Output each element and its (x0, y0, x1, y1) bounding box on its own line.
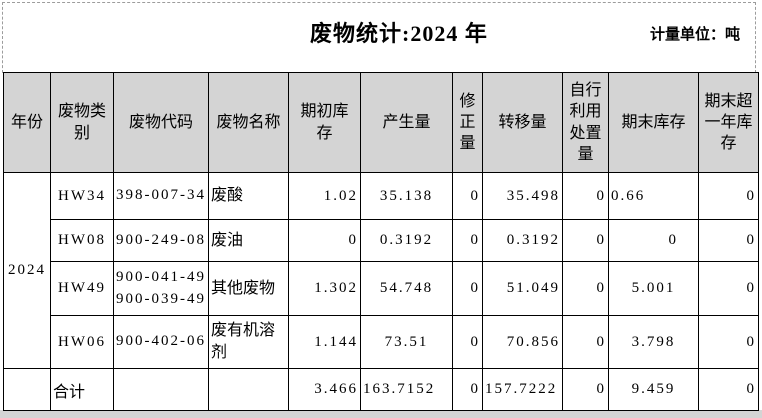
cell-over-one-year: 0 (698, 261, 759, 316)
total-self-disposed: 0 (562, 368, 609, 411)
cell-closing: 0 (608, 219, 699, 262)
page-title: 废物统计:2024 年 (310, 21, 488, 46)
header-waste-name: 废物名称 (208, 72, 289, 173)
title-bar: 废物统计:2024 年 计量单位：吨 (0, 0, 762, 72)
cell-name: 废有机溶 剂 (208, 315, 289, 369)
total-closing: 9.459 (608, 368, 699, 411)
header-correction-amount: 修 正 量 (452, 72, 483, 173)
cell-closing: 0.66 (608, 172, 699, 220)
cell-corrected: 0 (452, 172, 483, 220)
total-row: 合计 3.466 163.7152 0 157.7222 0 9.459 0 (3, 368, 759, 411)
cell-year-empty (3, 368, 51, 411)
cell-over-one-year: 0 (698, 172, 759, 220)
total-corrected: 0 (452, 368, 483, 411)
total-generated: 163.7152 (360, 368, 453, 411)
header-closing-stock: 期末库存 (608, 72, 699, 173)
cell-name: 其他废物 (208, 261, 289, 316)
cell-code: 398-007-34 (113, 172, 209, 220)
year-cell: 2024 (3, 172, 51, 369)
print-area-dashed-boundary (2, 2, 756, 73)
cell-transferred: 35.498 (482, 172, 563, 220)
cell-self-disposed: 0 (562, 315, 609, 369)
cell-name-empty (208, 368, 289, 411)
cell-self-disposed: 0 (562, 219, 609, 262)
cell-transferred: 0.3192 (482, 219, 563, 262)
cell-corrected: 0 (452, 315, 483, 369)
total-label: 合计 (50, 368, 114, 411)
waste-statistics-table: 年份 废物类 别 废物代码 废物名称 期初库 存 产生量 修 正 量 转移量 自… (3, 72, 759, 411)
cell-self-disposed: 0 (562, 261, 609, 316)
header-year: 年份 (3, 72, 51, 173)
cell-opening: 1.302 (288, 261, 361, 316)
cell-generated: 73.51 (360, 315, 453, 369)
header-row: 年份 废物类 别 废物代码 废物名称 期初库 存 产生量 修 正 量 转移量 自… (3, 72, 759, 173)
cell-generated: 0.3192 (360, 219, 453, 262)
header-self-disposal-amount: 自行 利用 处置 量 (562, 72, 609, 173)
cell-opening: 0 (288, 219, 361, 262)
header-opening-stock: 期初库 存 (288, 72, 361, 173)
cell-transferred: 51.049 (482, 261, 563, 316)
total-transferred: 157.7222 (482, 368, 563, 411)
next-row-gray-strip (0, 410, 762, 418)
cell-over-one-year: 0 (698, 315, 759, 369)
cell-category: HW49 (50, 261, 114, 316)
cell-category: HW34 (50, 172, 114, 220)
cell-corrected: 0 (452, 219, 483, 262)
cell-category: HW06 (50, 315, 114, 369)
total-opening: 3.466 (288, 368, 361, 411)
cell-closing: 3.798 (608, 315, 699, 369)
header-generated-amount: 产生量 (360, 72, 453, 173)
cell-code-empty (113, 368, 209, 411)
table-row: HW08 900-249-08 废油 0 0.3192 0 0.3192 0 0… (4, 219, 759, 262)
cell-category: HW08 (50, 219, 114, 262)
table-row: HW49 900-041-49 900-039-49 其他废物 1.302 54… (4, 261, 759, 316)
cell-corrected: 0 (452, 261, 483, 316)
cell-name: 废酸 (208, 172, 289, 220)
total-over-one-year: 0 (698, 368, 759, 411)
table-row: 2024 HW34 398-007-34 废酸 1.02 35.138 0 35… (3, 172, 759, 369)
cell-closing: 5.001 (608, 261, 699, 316)
cell-code: 900-041-49 900-039-49 (113, 261, 209, 316)
header-transferred-amount: 转移量 (482, 72, 563, 173)
header-waste-category: 废物类 别 (50, 72, 114, 173)
cell-generated: 54.748 (360, 261, 453, 316)
table-row: HW06 900-402-06 废有机溶 剂 1.144 73.51 0 70.… (4, 315, 759, 369)
cell-generated: 35.138 (360, 172, 453, 220)
cell-opening: 1.02 (288, 172, 361, 220)
cell-transferred: 70.856 (482, 315, 563, 369)
cell-code: 900-402-06 (113, 315, 209, 369)
cell-over-one-year: 0 (698, 219, 759, 262)
cell-self-disposed: 0 (562, 172, 609, 220)
unit-label: 计量单位：吨 (649, 27, 740, 43)
cell-code: 900-249-08 (113, 219, 209, 262)
cell-opening: 1.144 (288, 315, 361, 369)
cell-name: 废油 (208, 219, 289, 262)
header-over-one-year-stock: 期末超 一年库 存 (698, 72, 759, 173)
header-waste-code: 废物代码 (113, 72, 209, 173)
